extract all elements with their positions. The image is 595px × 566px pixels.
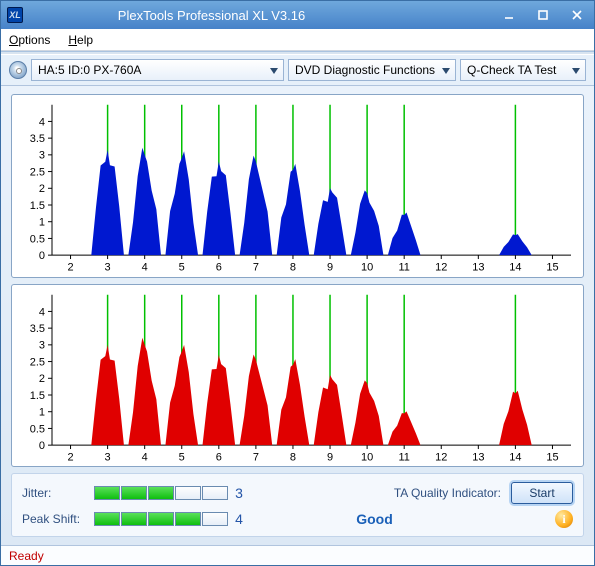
jitter-value: 3: [230, 485, 248, 501]
menu-options[interactable]: Options: [9, 33, 50, 47]
svg-text:12: 12: [435, 451, 447, 463]
svg-text:3.5: 3.5: [30, 323, 45, 335]
svg-text:2: 2: [39, 373, 45, 385]
svg-text:12: 12: [435, 262, 447, 274]
svg-text:8: 8: [290, 451, 296, 463]
metrics-panel: Jitter: 3 TA Quality Indicator: Start Pe…: [11, 473, 584, 537]
svg-text:2: 2: [67, 262, 73, 274]
svg-text:3.5: 3.5: [30, 133, 45, 145]
svg-text:2: 2: [39, 183, 45, 195]
app-window: XL PlexTools Professional XL V3.16 Optio…: [0, 0, 595, 566]
menu-help[interactable]: Help: [68, 33, 93, 47]
svg-text:2: 2: [67, 451, 73, 463]
bar-segment: [175, 486, 201, 500]
svg-text:3: 3: [39, 150, 45, 162]
disc-icon: [9, 61, 27, 79]
app-icon: XL: [7, 7, 23, 23]
chevron-down-icon: [571, 65, 581, 79]
device-select[interactable]: HA:5 ID:0 PX-760A: [31, 59, 284, 81]
svg-text:1.5: 1.5: [30, 200, 45, 212]
svg-text:14: 14: [509, 451, 521, 463]
title-bar[interactable]: XL PlexTools Professional XL V3.16: [1, 1, 594, 29]
svg-text:9: 9: [327, 451, 333, 463]
menu-bar: Options Help: [1, 29, 594, 51]
svg-text:10: 10: [361, 262, 373, 274]
svg-text:3: 3: [39, 339, 45, 351]
svg-text:3: 3: [105, 262, 111, 274]
bar-segment: [121, 486, 147, 500]
svg-text:13: 13: [472, 262, 484, 274]
chevron-down-icon: [441, 65, 451, 79]
svg-text:11: 11: [398, 262, 409, 274]
svg-text:1: 1: [39, 217, 45, 229]
bar-segment: [121, 512, 147, 526]
svg-text:0.5: 0.5: [30, 233, 45, 245]
maximize-button[interactable]: [526, 1, 560, 29]
bar-segment: [175, 512, 201, 526]
svg-text:0: 0: [39, 440, 45, 452]
svg-text:4: 4: [142, 262, 148, 274]
svg-text:6: 6: [216, 262, 222, 274]
bar-segment: [202, 486, 228, 500]
svg-text:4: 4: [39, 306, 45, 318]
svg-text:5: 5: [179, 451, 185, 463]
svg-text:1: 1: [39, 406, 45, 418]
function-select[interactable]: DVD Diagnostic Functions: [288, 59, 456, 81]
bar-segment: [202, 512, 228, 526]
svg-text:11: 11: [398, 451, 409, 463]
svg-text:4: 4: [39, 116, 45, 128]
svg-text:7: 7: [253, 451, 259, 463]
svg-text:10: 10: [361, 451, 373, 463]
bar-segment: [94, 512, 120, 526]
status-text: Ready: [9, 549, 44, 563]
jitter-bar: [94, 486, 230, 500]
start-button[interactable]: Start: [511, 482, 573, 504]
window-title: PlexTools Professional XL V3.16: [31, 8, 492, 23]
svg-text:1.5: 1.5: [30, 390, 45, 402]
ta-quality-value: Good: [248, 511, 501, 527]
bottom-chart: 0 0.5 1 1.5 2 2.5 3 3.5 4 2 3 4 5 6 7 8 9 10 11 12 13 14 15: [11, 284, 584, 468]
svg-text:7: 7: [253, 262, 259, 274]
peakshift-bar: [94, 512, 230, 526]
svg-text:5: 5: [179, 262, 185, 274]
bar-segment: [94, 486, 120, 500]
device-select-label: HA:5 ID:0 PX-760A: [38, 63, 141, 77]
svg-text:15: 15: [546, 451, 558, 463]
minimize-button[interactable]: [492, 1, 526, 29]
ta-quality-label: TA Quality Indicator:: [248, 486, 501, 500]
svg-text:15: 15: [546, 262, 558, 274]
peakshift-label: Peak Shift:: [22, 512, 94, 526]
bar-segment: [148, 486, 174, 500]
close-button[interactable]: [560, 1, 594, 29]
svg-text:2.5: 2.5: [30, 356, 45, 368]
svg-text:0.5: 0.5: [30, 423, 45, 435]
svg-text:3: 3: [105, 451, 111, 463]
svg-text:4: 4: [142, 451, 148, 463]
chevron-down-icon: [269, 65, 279, 79]
svg-text:0: 0: [39, 250, 45, 262]
test-select-label: Q-Check TA Test: [467, 63, 556, 77]
bar-segment: [148, 512, 174, 526]
test-select[interactable]: Q-Check TA Test: [460, 59, 586, 81]
svg-text:9: 9: [327, 262, 333, 274]
body-area: 00.511.522.533.5423456789101112131415 00…: [1, 86, 594, 545]
window-controls: [492, 1, 594, 29]
svg-text:8: 8: [290, 262, 296, 274]
toolbar: HA:5 ID:0 PX-760A DVD Diagnostic Functio…: [1, 55, 594, 86]
svg-text:6: 6: [216, 451, 222, 463]
svg-text:14: 14: [509, 262, 521, 274]
info-icon[interactable]: i: [555, 510, 573, 528]
top-chart: 0 0.5 1 1.5 2 2.5 3 3.5 4 2 3 4 5 6 7 8 9 10 11 12 13 14 15: [11, 94, 584, 278]
function-select-label: DVD Diagnostic Functions: [295, 63, 435, 77]
svg-text:2.5: 2.5: [30, 167, 45, 179]
svg-text:13: 13: [472, 451, 484, 463]
jitter-label: Jitter:: [22, 486, 94, 500]
status-bar: Ready: [1, 545, 594, 565]
peakshift-value: 4: [230, 511, 248, 527]
